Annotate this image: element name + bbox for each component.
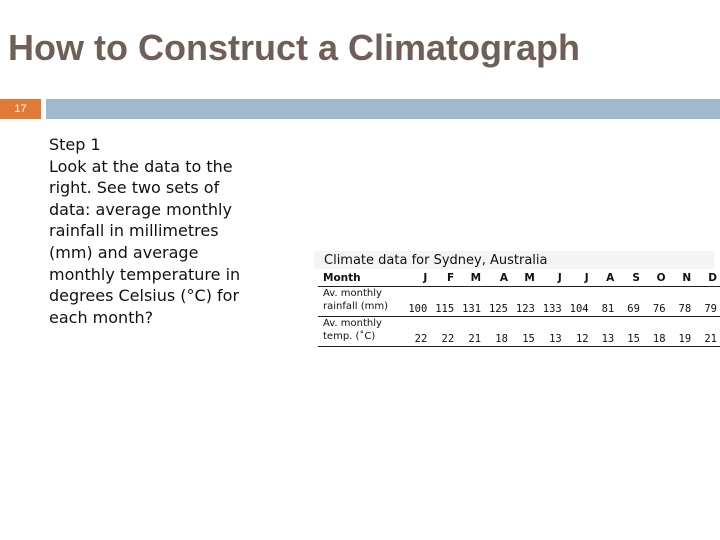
temperature-cell: 12	[564, 316, 592, 347]
temperature-cell: 21	[694, 316, 720, 347]
temperature-cell: 18	[642, 316, 669, 347]
rainfall-row: Av. monthly rainfall (mm) 100 115 131 125…	[318, 286, 720, 317]
rainfall-cell: 81	[591, 286, 618, 317]
month-header: A	[591, 270, 618, 287]
temperature-row: Av. monthly temp. (˚C) 22 22 21 18 15 13 …	[318, 316, 720, 347]
month-header: F	[430, 270, 458, 287]
rainfall-cell: 115	[430, 286, 458, 317]
temperature-cell: 22	[403, 316, 431, 347]
month-header: J	[403, 270, 431, 287]
body-line: Look at the data to the	[49, 156, 233, 176]
rainfall-cell: 100	[403, 286, 431, 317]
rainfall-cell: 78	[668, 286, 695, 317]
body-line: rainfall in millimetres	[49, 221, 219, 241]
body-line: monthly temperature in	[49, 264, 241, 284]
slide-number: 17	[0, 99, 41, 119]
body-line: each month?	[49, 307, 154, 327]
rainfall-cell: 104	[564, 286, 592, 317]
rainfall-cell: 123	[510, 286, 538, 317]
slide-title: How to Construct a Climatograph	[8, 27, 581, 68]
temp-label-line1: Av. monthly	[323, 318, 382, 329]
rainfall-cell: 69	[617, 286, 643, 317]
climate-data-table: Month J F M A M J J A S O N D Av. monthl…	[318, 270, 720, 347]
temperature-cell: 19	[668, 316, 695, 347]
month-header: M	[510, 270, 538, 287]
temperature-cell: 21	[457, 316, 485, 347]
temp-label-line2: temp. (˚C)	[323, 331, 376, 342]
month-header: M	[457, 270, 485, 287]
month-header: N	[668, 270, 695, 287]
title-bar-decoration	[46, 99, 720, 119]
rainfall-cell: 133	[537, 286, 565, 317]
temperature-cell: 15	[617, 316, 643, 347]
month-header: S	[617, 270, 643, 287]
temperature-cell: 13	[591, 316, 618, 347]
month-header: D	[694, 270, 720, 287]
body-line: data: average monthly	[49, 199, 232, 219]
table-header-row: Month J F M A M J J A S O N D	[318, 270, 720, 287]
rainfall-cell: 125	[484, 286, 511, 317]
temperature-row-label: Av. monthly temp. (˚C)	[318, 316, 404, 347]
rainfall-label-line1: Av. monthly	[323, 288, 382, 299]
table-caption-background	[314, 251, 714, 269]
step-label: Step 1	[49, 135, 101, 154]
rainfall-label-line2: rainfall (mm)	[323, 301, 389, 312]
rainfall-cell: 79	[694, 286, 720, 317]
rainfall-row-label: Av. monthly rainfall (mm)	[318, 286, 404, 317]
rainfall-cell: 76	[642, 286, 669, 317]
month-header: O	[642, 270, 669, 287]
header-label: Month	[318, 270, 404, 287]
temperature-cell: 13	[537, 316, 565, 347]
body-line: degrees Celsius (°C) for	[49, 286, 240, 306]
body-line: right. See two sets of	[49, 178, 220, 198]
month-header: A	[484, 270, 511, 287]
body-text: Step 1 Look at the data to the right. Se…	[49, 134, 277, 328]
rainfall-cell: 131	[457, 286, 485, 317]
month-header: J	[537, 270, 565, 287]
temperature-cell: 15	[510, 316, 538, 347]
table-caption: Climate data for Sydney, Australia	[324, 253, 548, 268]
month-header: J	[564, 270, 592, 287]
body-line: (mm) and average	[49, 242, 199, 262]
temperature-cell: 22	[430, 316, 458, 347]
temperature-cell: 18	[484, 316, 511, 347]
